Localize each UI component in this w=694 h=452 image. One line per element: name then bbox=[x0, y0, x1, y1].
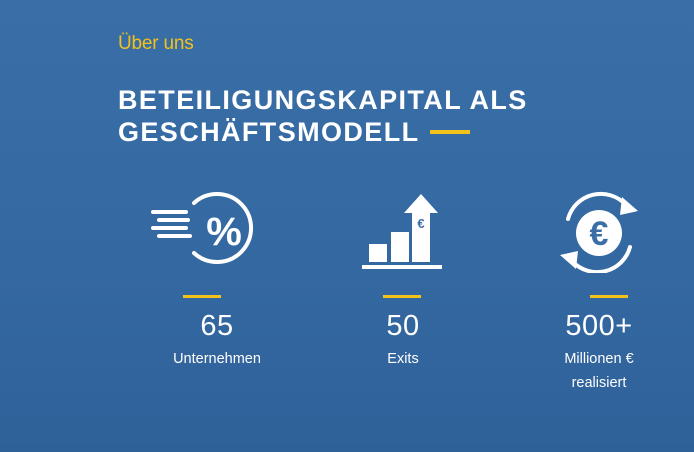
headline: BETEILIGUNGSKAPITAL ALS GESCHÄFTSMODELL bbox=[118, 84, 528, 148]
stat-divider bbox=[183, 295, 221, 298]
stat-label-line-2: realisiert bbox=[571, 375, 627, 391]
svg-text:€: € bbox=[590, 215, 609, 253]
svg-text:%: % bbox=[206, 210, 242, 254]
headline-accent-dash bbox=[429, 129, 470, 134]
stat-label: Unternehmen bbox=[173, 351, 261, 367]
stat-value: 50 bbox=[386, 310, 420, 342]
svg-text:€: € bbox=[417, 216, 424, 231]
euro-cycle-icon: € bbox=[556, 189, 644, 278]
stat-value: 65 bbox=[200, 310, 234, 342]
stat-label: Millionen € bbox=[564, 351, 634, 367]
stat-exits: € 50 Exits bbox=[303, 185, 503, 385]
growth-bars-euro-icon: € bbox=[360, 190, 446, 277]
stat-millions: € 500+ Millionen € realisiert bbox=[499, 185, 694, 405]
percent-speed-icon: % bbox=[150, 185, 265, 270]
headline-line-2: GESCHÄFTSMODELL bbox=[118, 117, 420, 147]
stat-value: 500+ bbox=[565, 310, 633, 342]
stat-companies: % 65 Unternehmen bbox=[117, 185, 317, 385]
headline-line-1: BETEILIGUNGSKAPITAL ALS bbox=[118, 85, 528, 115]
eyebrow-title: Über uns bbox=[118, 33, 194, 54]
headline-line-2-wrap: GESCHÄFTSMODELL bbox=[118, 116, 528, 148]
stat-divider bbox=[383, 295, 421, 298]
stat-label: Exits bbox=[387, 351, 419, 367]
stat-divider bbox=[590, 295, 628, 298]
